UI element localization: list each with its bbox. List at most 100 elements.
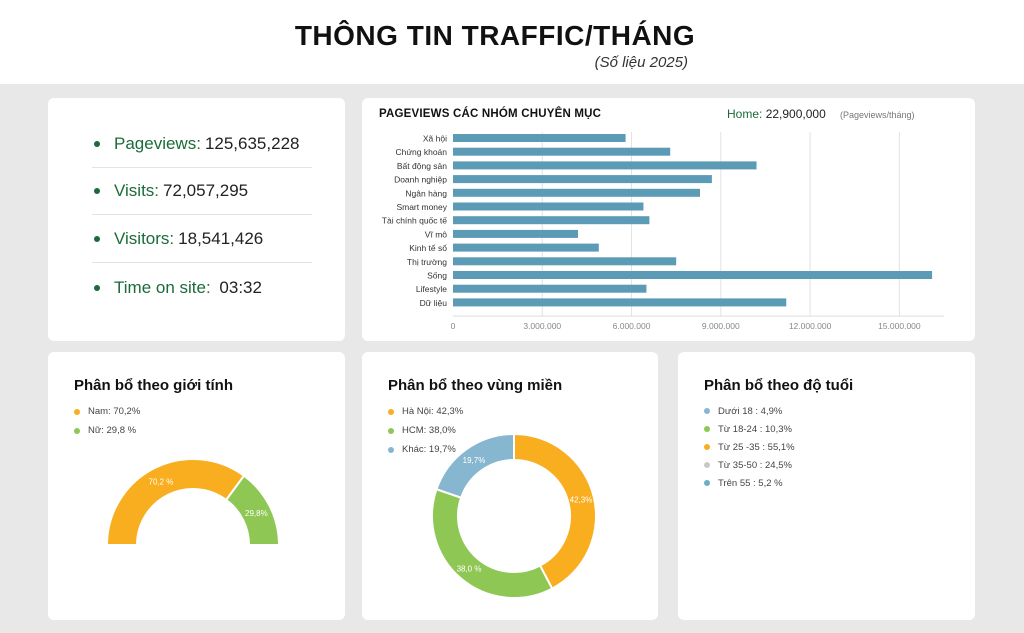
pageviews-bar-chart: 0 3.000.000 6.000.000 9.000.000 12.000.000 15… [382,132,944,331]
legend-item: Hà Nội: 42,3% [388,402,463,421]
stat-value: 18,541,426 [178,228,264,248]
x-tick-label: 0 [451,321,456,331]
legend-swatch [388,427,394,434]
category-label: Xã hội [423,134,447,144]
legend-label: Từ 18-24 : 10,3% [718,423,792,435]
stat-label: Time on site: [114,278,211,297]
legend-label: Dưới 18 : 4,9% [718,405,783,417]
legend-label: Trên 55 : 5,2 % [718,477,783,489]
unit-note: (Pageviews/tháng) [840,110,915,120]
region-chart-card: 42,3% 38,0 % 19,7% Phân bổ theo vùng miền … [362,352,658,620]
slice [224,474,281,546]
age-chart-card: Phân bổ theo độ tuổi Dưới 18 : 4,9% Từ 18… [678,352,975,620]
legend-item: Từ 35-50 : 24,5% [704,456,795,474]
legend-swatch [704,426,710,432]
category-label: Dữ liệu [420,298,448,308]
slice [105,458,246,546]
category-label: Tài chính quốc tế [382,216,447,226]
legend-swatch [704,480,710,486]
slice-label: 42,3% [570,495,593,504]
stat-value: 72,057,295 [163,180,249,200]
bar [453,188,700,197]
bar [453,284,647,293]
category-label: Doanh nghiệp [394,175,447,185]
region-donut-chart: 42,3% 38,0 % 19,7% [431,432,597,599]
legend-item: Từ 18-24 : 10,3% [704,420,795,438]
bar [453,243,599,252]
stat-pageviews: Pageviews: 125,635,228 [92,120,312,168]
bar [453,271,933,279]
category-label: Sống [427,271,447,281]
stat-value: 125,635,228 [204,133,300,153]
bar [453,216,650,225]
bar [453,134,626,142]
page-subtitle: (Số liệu 2025) [594,54,688,71]
legend-swatch [704,444,710,450]
x-tick-label: 15.000.000 [878,321,921,331]
legend-item: Khác: 19,7% [388,440,463,459]
summary-stats-card: Pageviews: 125,635,228 Visits: 72,057,29… [48,98,345,341]
legend-item: Dưới 18 : 4,9% [704,402,795,420]
legend-label: Nữ: 29,8 % [88,425,137,436]
stat-time-on-site: Time on site: 03:32 [92,264,312,312]
category-label: Thị trường [407,257,447,267]
stat-label: Visitors: [114,228,175,248]
page-header: THÔNG TIN TRAFFIC/THÁNG (Số liệu 2025) [0,0,1024,84]
bar [453,257,677,266]
x-tick-label: 12.000.000 [789,321,832,331]
chart-legend: Nam: 70,2% Nữ: 29,8 % [74,402,140,440]
legend-item: Nữ: 29,8 % [74,421,140,440]
legend-label: Từ 25 -35 : 55,1% [718,441,795,453]
gender-chart-card: 70,2 % 29,8% Phân bổ theo giới tính Nam: … [48,352,345,620]
slice-label: 38,0 % [457,564,482,573]
home-value: 22,900,000 [765,107,826,121]
stat-visitors: Visitors: 18,541,426 [92,215,312,263]
bar [453,202,644,211]
legend-label: HCM: 38,0% [402,425,456,436]
bullet-icon [94,285,100,291]
pageviews-chart-card: 0 3.000.000 6.000.000 9.000.000 12.000.000 15… [362,98,975,341]
category-label: Lifestyle [416,284,447,294]
legend-swatch [704,408,710,414]
stat-label: Pageviews: [114,133,201,153]
slice [513,432,597,590]
bullet-icon [94,235,100,242]
stat-label: Visits: [114,180,160,200]
gender-half-donut-chart: 70,2 % 29,8% [105,458,281,546]
x-tick-label: 6.000.000 [613,321,651,331]
stat-visits: Visits: 72,057,295 [92,167,312,215]
chart-legend: Hà Nội: 42,3% HCM: 38,0% Khác: 19,7% [388,402,463,459]
slice [435,432,515,499]
bullet-icon [94,140,100,147]
slice [431,487,554,599]
category-label: Vĩ mô [425,229,447,239]
x-tick-label: 3.000.000 [523,321,561,331]
legend-label: Khác: 19,7% [402,444,456,455]
legend-swatch [388,408,394,415]
home-pageviews: Home: 22,900,000 [727,107,826,121]
legend-swatch [74,408,80,415]
legend-item: Nam: 70,2% [74,402,140,421]
chart-legend: Dưới 18 : 4,9% Từ 18-24 : 10,3% Từ 25 -35 … [704,402,795,492]
bar [453,298,787,307]
slice-label: 70,2 % [149,478,174,487]
legend-label: Nam: 70,2% [88,406,141,417]
chart-title: Phân bổ theo độ tuổi [704,377,854,394]
bar [453,147,671,156]
bar [453,229,578,238]
page-title: THÔNG TIN TRAFFIC/THÁNG [294,20,696,51]
slice-label: 29,8% [245,509,268,518]
category-label: Smart money [396,202,447,212]
category-label: Chứng khoán [395,147,447,157]
x-tick-label: 9.000.000 [702,321,740,331]
legend-swatch [74,427,80,434]
bullet-icon [94,187,100,194]
legend-item: Từ 25 -35 : 55,1% [704,438,795,456]
bar [453,161,757,170]
legend-item: Trên 55 : 5,2 % [704,474,795,492]
chart-title: PAGEVIEWS CÁC NHÓM CHUYÊN MỤC [379,108,602,120]
bar [453,175,712,184]
stat-value: 03:32 [214,278,262,297]
chart-title: Phân bổ theo giới tính [74,377,233,394]
legend-label: Hà Nội: 42,3% [402,406,464,417]
